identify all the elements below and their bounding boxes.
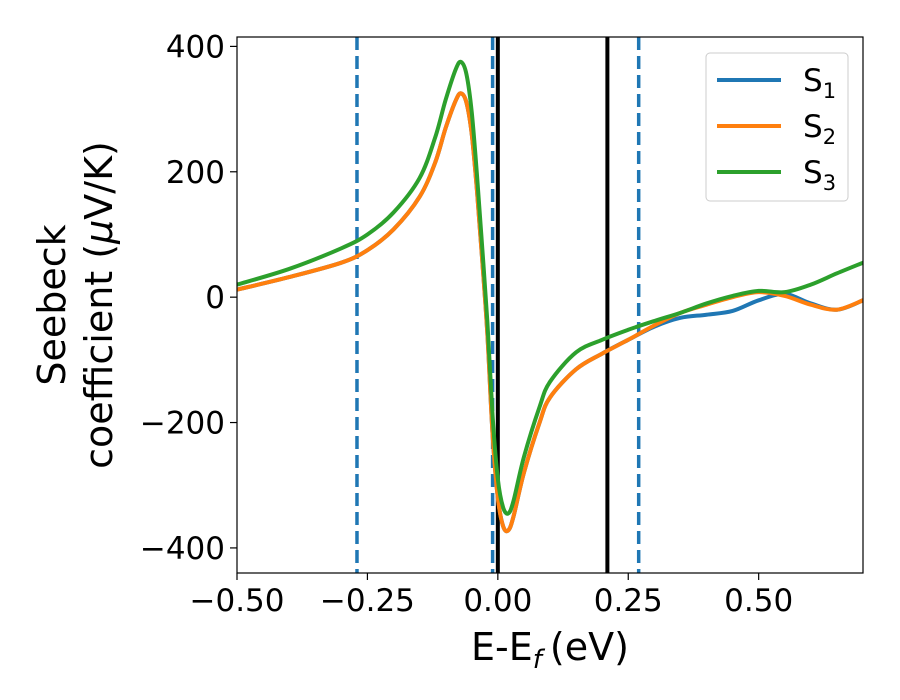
y-axis-ticks: 400 200 0 −200 −400: [140, 29, 237, 567]
legend: S1 S2 S3: [705, 52, 849, 202]
y-tick-label: 400: [166, 29, 225, 65]
y-axis-title-line1: Seebeck: [30, 224, 74, 385]
x-axis-title-subscript: f: [533, 645, 546, 675]
series-line-S3: [237, 59, 863, 516]
y-axis-title-line2: coefficient (μV/K): [77, 141, 121, 469]
legend-label-S1: S1: [803, 63, 836, 103]
x-tick-label: −0.25: [320, 583, 415, 619]
x-tick-label: 0.00: [463, 583, 532, 619]
y-tick-label: −200: [140, 406, 225, 442]
x-axis-title: E-Ef (eV): [471, 625, 629, 675]
y-tick-label: 0: [205, 280, 225, 316]
plot-frame: [236, 36, 864, 574]
legend-label-S2: S2: [803, 109, 836, 149]
x-tick-label: −0.50: [190, 583, 285, 619]
y-tick-label: −400: [140, 531, 225, 567]
y-axis-title-mu: μ: [77, 220, 121, 245]
series-lines: [237, 59, 863, 534]
x-tick-label: 0.50: [724, 583, 793, 619]
legend-label-S3: S3: [803, 155, 836, 195]
x-tick-label: 0.25: [594, 583, 663, 619]
reference-lines: [355, 37, 641, 573]
plot-area: [236, 36, 864, 574]
x-axis-ticks: −0.50 −0.25 0.00 0.25 0.50: [190, 573, 793, 619]
y-tick-label: 200: [166, 155, 225, 191]
